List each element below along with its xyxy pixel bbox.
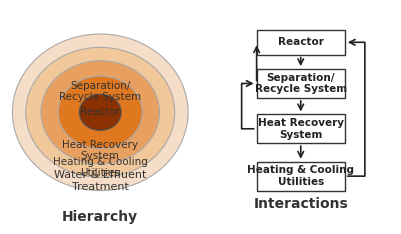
FancyBboxPatch shape (257, 30, 345, 55)
Text: Heat Recovery
System: Heat Recovery System (62, 140, 138, 161)
FancyBboxPatch shape (257, 69, 345, 98)
Text: Heating & Cooling
Utilities: Heating & Cooling Utilities (53, 157, 148, 179)
Ellipse shape (58, 76, 142, 149)
Text: Separation/
Recycle System: Separation/ Recycle System (59, 80, 141, 102)
Text: Reactor: Reactor (278, 37, 324, 47)
Ellipse shape (12, 34, 188, 191)
Text: Hierarchy: Hierarchy (62, 210, 138, 224)
Ellipse shape (41, 61, 160, 164)
Ellipse shape (79, 94, 121, 131)
Text: Interactions: Interactions (253, 197, 348, 211)
Text: Heating & Cooling
Utilities: Heating & Cooling Utilities (247, 165, 354, 187)
Text: Heat Recovery
System: Heat Recovery System (258, 118, 344, 140)
Text: Water & Effluent
Treatment: Water & Effluent Treatment (54, 170, 146, 192)
FancyBboxPatch shape (257, 114, 345, 143)
Text: Separation/
Recycle System: Separation/ Recycle System (255, 73, 347, 94)
FancyBboxPatch shape (257, 162, 345, 190)
Ellipse shape (26, 48, 175, 177)
Text: Reactor: Reactor (80, 107, 120, 117)
